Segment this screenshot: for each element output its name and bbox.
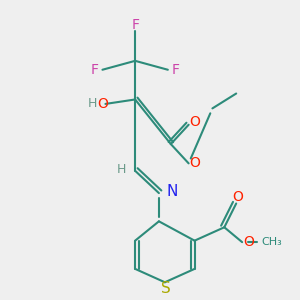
Text: S: S	[161, 281, 171, 296]
Text: H: H	[117, 163, 127, 176]
Text: N: N	[166, 184, 178, 199]
Text: CH₃: CH₃	[262, 237, 282, 247]
Text: H: H	[87, 98, 97, 110]
Text: F: F	[171, 63, 179, 77]
Text: O: O	[97, 97, 108, 111]
Text: O: O	[243, 235, 254, 248]
Text: O: O	[189, 115, 200, 129]
Text: O: O	[189, 156, 200, 170]
Text: F: F	[131, 18, 139, 32]
Text: O: O	[232, 190, 243, 204]
Text: F: F	[91, 63, 99, 77]
